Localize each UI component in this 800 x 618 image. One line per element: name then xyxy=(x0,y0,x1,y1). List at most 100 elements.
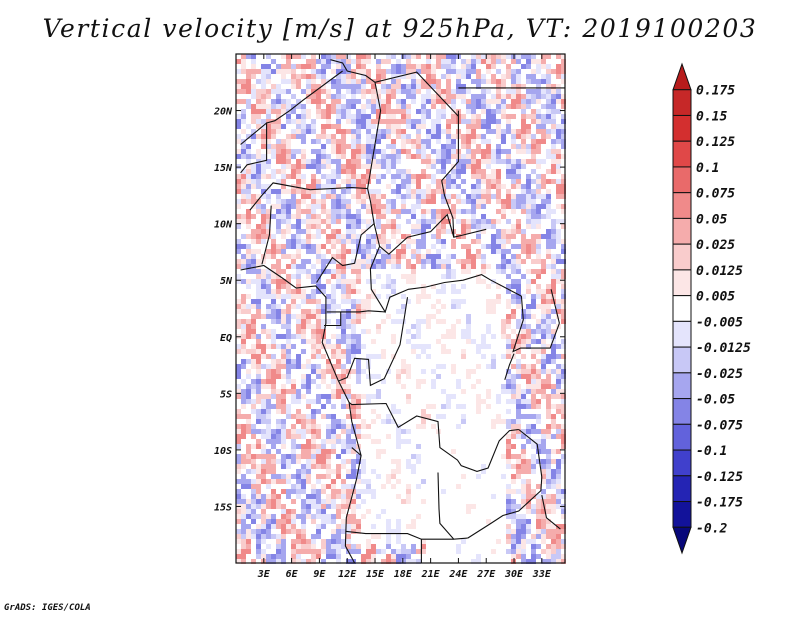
velocity-cell xyxy=(461,64,466,69)
velocity-cell xyxy=(291,169,296,174)
velocity-cell xyxy=(326,219,331,224)
velocity-cell xyxy=(406,179,411,184)
velocity-cell xyxy=(381,174,386,179)
velocity-cell xyxy=(291,454,296,459)
velocity-cell xyxy=(446,89,451,94)
velocity-cell xyxy=(346,544,351,549)
velocity-cell xyxy=(501,149,506,154)
velocity-cell xyxy=(546,474,551,479)
velocity-cell xyxy=(431,424,436,429)
velocity-cell xyxy=(331,429,336,434)
velocity-cell xyxy=(236,134,241,139)
velocity-cell xyxy=(306,309,311,314)
velocity-cell xyxy=(551,349,556,354)
velocity-cell xyxy=(281,514,286,519)
velocity-cell xyxy=(556,254,561,259)
velocity-cell xyxy=(541,379,546,384)
velocity-cell xyxy=(541,314,546,319)
velocity-cell xyxy=(256,149,261,154)
velocity-cell xyxy=(326,224,331,229)
velocity-cell xyxy=(281,109,286,114)
velocity-cell xyxy=(256,369,261,374)
velocity-cell xyxy=(556,529,561,534)
velocity-cell xyxy=(376,159,381,164)
velocity-cell xyxy=(531,109,536,114)
velocity-cell xyxy=(291,74,296,79)
velocity-cell xyxy=(531,544,536,549)
velocity-cell xyxy=(451,254,456,259)
velocity-cell xyxy=(291,414,296,419)
velocity-cell xyxy=(301,194,306,199)
velocity-cell xyxy=(361,74,366,79)
velocity-cell xyxy=(301,219,306,224)
velocity-cell xyxy=(256,164,261,169)
velocity-cell xyxy=(351,304,356,309)
velocity-cell xyxy=(506,69,511,74)
velocity-cell xyxy=(396,369,401,374)
velocity-cell xyxy=(366,239,371,244)
velocity-cell xyxy=(311,514,316,519)
velocity-cell xyxy=(466,124,471,129)
velocity-cell xyxy=(386,474,391,479)
velocity-cell xyxy=(431,79,436,84)
velocity-cell xyxy=(271,334,276,339)
colorbar-swatch xyxy=(672,372,692,400)
velocity-cell xyxy=(326,464,331,469)
velocity-cell xyxy=(296,529,301,534)
velocity-cell xyxy=(351,414,356,419)
velocity-cell xyxy=(326,194,331,199)
velocity-cell xyxy=(556,189,561,194)
velocity-cell xyxy=(481,264,486,269)
velocity-cell xyxy=(251,264,256,269)
velocity-cell xyxy=(246,84,251,89)
velocity-cell xyxy=(351,129,356,134)
velocity-cell xyxy=(341,499,346,504)
velocity-cell xyxy=(486,79,491,84)
velocity-cell xyxy=(286,319,291,324)
velocity-cell xyxy=(281,444,286,449)
velocity-cell xyxy=(461,224,466,229)
velocity-cell xyxy=(291,484,296,489)
velocity-cell xyxy=(491,64,496,69)
velocity-cell xyxy=(486,179,491,184)
velocity-cell xyxy=(536,419,541,424)
velocity-cell xyxy=(506,324,511,329)
velocity-cell xyxy=(421,234,426,239)
velocity-cell xyxy=(421,369,426,374)
velocity-cell xyxy=(476,559,481,564)
velocity-cell xyxy=(251,134,256,139)
velocity-cell xyxy=(336,464,341,469)
velocity-cell xyxy=(271,244,276,249)
velocity-cell xyxy=(356,119,361,124)
velocity-cell xyxy=(546,329,551,334)
velocity-cell xyxy=(276,139,281,144)
velocity-cell xyxy=(536,164,541,169)
velocity-cell xyxy=(526,504,531,509)
velocity-cell xyxy=(326,359,331,364)
velocity-cell xyxy=(501,474,506,479)
velocity-cell xyxy=(326,134,331,139)
velocity-cell xyxy=(561,134,566,139)
velocity-cell xyxy=(336,344,341,349)
velocity-cell xyxy=(441,284,446,289)
velocity-cell xyxy=(336,239,341,244)
velocity-cell xyxy=(316,284,321,289)
velocity-cell xyxy=(236,424,241,429)
velocity-cell xyxy=(241,54,246,59)
velocity-cell xyxy=(306,444,311,449)
velocity-cell xyxy=(271,214,276,219)
velocity-cell xyxy=(291,474,296,479)
velocity-cell xyxy=(536,284,541,289)
velocity-cell xyxy=(321,254,326,259)
velocity-cell xyxy=(536,224,541,229)
velocity-cell xyxy=(251,119,256,124)
velocity-cell xyxy=(556,369,561,374)
velocity-cell xyxy=(376,394,381,399)
velocity-cell xyxy=(346,519,351,524)
velocity-cell xyxy=(546,249,551,254)
velocity-cell xyxy=(311,344,316,349)
velocity-cell xyxy=(341,169,346,174)
velocity-cell xyxy=(356,184,361,189)
velocity-cell xyxy=(241,464,246,469)
velocity-cell xyxy=(466,209,471,214)
